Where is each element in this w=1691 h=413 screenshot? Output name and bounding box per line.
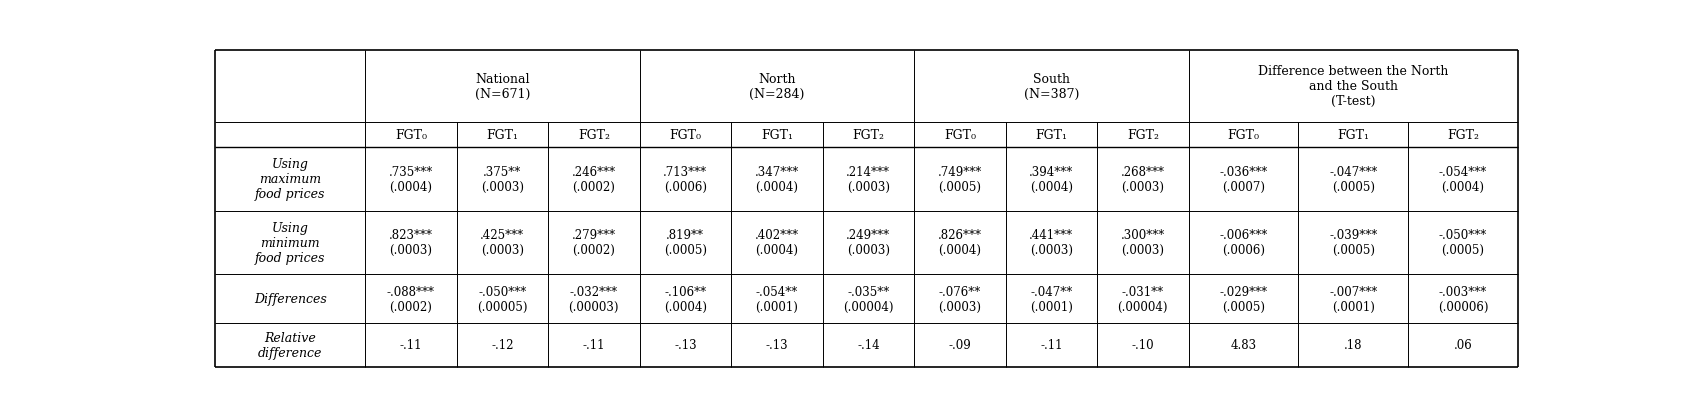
Text: -.13: -.13 <box>675 338 697 351</box>
Text: -.006***
(.0006): -.006*** (.0006) <box>1219 229 1268 257</box>
Text: .246***
(.0002): .246*** (.0002) <box>572 165 616 193</box>
Text: FGT₁: FGT₁ <box>1338 128 1370 142</box>
Text: -.106**
(.0004): -.106** (.0004) <box>665 285 707 313</box>
Text: -.09: -.09 <box>949 338 971 351</box>
Text: -.10: -.10 <box>1131 338 1155 351</box>
Text: South
(N=387): South (N=387) <box>1023 73 1079 100</box>
Text: .06: .06 <box>1454 338 1473 351</box>
Text: North
(N=284): North (N=284) <box>749 73 805 100</box>
Text: .214***
(.0003): .214*** (.0003) <box>846 165 891 193</box>
Text: -.050***
(.0005): -.050*** (.0005) <box>1439 229 1486 257</box>
Text: -.047***
(.0005): -.047*** (.0005) <box>1329 165 1378 193</box>
Text: -.076**
(.0003): -.076** (.0003) <box>939 285 981 313</box>
Text: FGT₂: FGT₂ <box>852 128 884 142</box>
Text: FGT₂: FGT₂ <box>1126 128 1158 142</box>
Text: FGT₁: FGT₁ <box>1035 128 1067 142</box>
Text: -.12: -.12 <box>490 338 514 351</box>
Text: FGT₁: FGT₁ <box>761 128 793 142</box>
Text: FGT₂: FGT₂ <box>1447 128 1480 142</box>
Text: FGT₁: FGT₁ <box>487 128 519 142</box>
Text: .826***
(.0004): .826*** (.0004) <box>939 229 982 257</box>
Text: .394***
(.0004): .394*** (.0004) <box>1030 165 1074 193</box>
Text: -.032***
(.00003): -.032*** (.00003) <box>568 285 619 313</box>
Text: National
(N=671): National (N=671) <box>475 73 529 100</box>
Text: Using
minimum
food prices: Using minimum food prices <box>255 221 325 264</box>
Text: -.007***
(.0001): -.007*** (.0001) <box>1329 285 1378 313</box>
Text: -.050***
(.00005): -.050*** (.00005) <box>477 285 528 313</box>
Text: FGT₀: FGT₀ <box>396 128 426 142</box>
Text: .823***
(.0003): .823*** (.0003) <box>389 229 433 257</box>
Text: -.11: -.11 <box>583 338 605 351</box>
Text: -.035**
(.00004): -.035** (.00004) <box>844 285 893 313</box>
Text: -.029***
(.0005): -.029*** (.0005) <box>1219 285 1268 313</box>
Text: .268***
(.0003): .268*** (.0003) <box>1121 165 1165 193</box>
Text: .375**
(.0003): .375** (.0003) <box>480 165 524 193</box>
Text: .735***
(.0004): .735*** (.0004) <box>389 165 433 193</box>
Text: FGT₂: FGT₂ <box>578 128 610 142</box>
Text: -.047**
(.0001): -.047** (.0001) <box>1030 285 1072 313</box>
Text: FGT₀: FGT₀ <box>670 128 702 142</box>
Text: -.088***
(.0002): -.088*** (.0002) <box>387 285 435 313</box>
Text: .441***
(.0003): .441*** (.0003) <box>1030 229 1074 257</box>
Text: .713***
(.0006): .713*** (.0006) <box>663 165 707 193</box>
Text: -.11: -.11 <box>399 338 423 351</box>
Text: -.11: -.11 <box>1040 338 1062 351</box>
Text: -.039***
(.0005): -.039*** (.0005) <box>1329 229 1378 257</box>
Text: -.036***
(.0007): -.036*** (.0007) <box>1219 165 1268 193</box>
Text: Differences: Differences <box>254 292 326 305</box>
Text: -.031**
(.00004): -.031** (.00004) <box>1118 285 1168 313</box>
Text: .347***
(.0004): .347*** (.0004) <box>754 165 798 193</box>
Text: Using
maximum
food prices: Using maximum food prices <box>255 158 325 201</box>
Text: Difference between the North
and the South
(T-test): Difference between the North and the Sou… <box>1258 65 1449 108</box>
Text: -.054**
(.0001): -.054** (.0001) <box>756 285 798 313</box>
Text: .402***
(.0004): .402*** (.0004) <box>754 229 798 257</box>
Text: .18: .18 <box>1344 338 1363 351</box>
Text: -.003***
(.00006): -.003*** (.00006) <box>1437 285 1488 313</box>
Text: Relative
difference: Relative difference <box>259 331 323 359</box>
Text: .819**
(.0005): .819** (.0005) <box>665 229 707 257</box>
Text: .749***
(.0005): .749*** (.0005) <box>939 165 982 193</box>
Text: .249***
(.0003): .249*** (.0003) <box>846 229 891 257</box>
Text: -.13: -.13 <box>766 338 788 351</box>
Text: .425***
(.0003): .425*** (.0003) <box>480 229 524 257</box>
Text: .279***
(.0002): .279*** (.0002) <box>572 229 616 257</box>
Text: FGT₀: FGT₀ <box>944 128 976 142</box>
Text: -.14: -.14 <box>857 338 879 351</box>
Text: 4.83: 4.83 <box>1231 338 1256 351</box>
Text: .300***
(.0003): .300*** (.0003) <box>1121 229 1165 257</box>
Text: FGT₀: FGT₀ <box>1228 128 1260 142</box>
Text: -.054***
(.0004): -.054*** (.0004) <box>1439 165 1486 193</box>
